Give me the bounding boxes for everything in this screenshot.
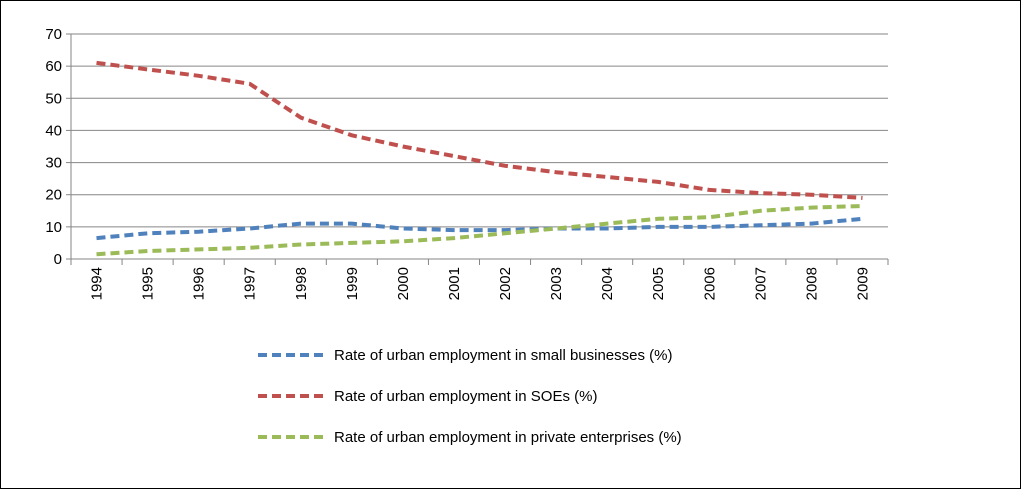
x-tick-label-2000: 2000 bbox=[395, 267, 412, 300]
gridlines bbox=[71, 33, 888, 228]
legend-label-1: Rate of urban employment in SOEs (%) bbox=[334, 388, 597, 405]
series-line-2 bbox=[96, 204, 863, 257]
y-axis: 0 10 20 30 40 50 60 70 bbox=[45, 26, 72, 268]
x-tick-label-2008: 2008 bbox=[803, 267, 820, 300]
x-tick-label-2004: 2004 bbox=[599, 267, 616, 300]
x-tick-label-2005: 2005 bbox=[650, 267, 667, 300]
series-line-1 bbox=[96, 60, 863, 200]
legend-label-0: Rate of urban employment in small busine… bbox=[334, 347, 672, 364]
series-line-0 bbox=[96, 216, 863, 241]
y-tick-label-20: 20 bbox=[45, 187, 62, 204]
y-tick-label-40: 40 bbox=[45, 122, 62, 139]
y-tick-label-70: 70 bbox=[45, 26, 62, 43]
y-tick-label-60: 60 bbox=[45, 58, 62, 75]
x-tick-label-2007: 2007 bbox=[752, 267, 769, 300]
x-tick-label-1999: 1999 bbox=[344, 267, 361, 300]
x-tick-label-2009: 2009 bbox=[854, 267, 871, 300]
x-tick-label-2003: 2003 bbox=[548, 267, 565, 300]
x-tick-label-2001: 2001 bbox=[446, 267, 463, 300]
y-tick-label-30: 30 bbox=[45, 155, 62, 172]
series-lines bbox=[96, 60, 863, 257]
x-tick-label-1995: 1995 bbox=[140, 267, 157, 300]
x-tick-label-1994: 1994 bbox=[89, 267, 106, 300]
x-tick-label-1997: 1997 bbox=[242, 267, 259, 300]
x-axis: 1994 1995 1996 1997 1998 1999 2000 2001 2002 2003… bbox=[70, 258, 889, 300]
x-tick-label-1998: 1998 bbox=[293, 267, 310, 300]
y-tick-label-50: 50 bbox=[45, 90, 62, 107]
x-tick-label-1996: 1996 bbox=[191, 267, 208, 300]
legend: Rate of urban employment in small busine… bbox=[258, 347, 682, 446]
x-tick-label-2002: 2002 bbox=[497, 267, 514, 300]
y-tick-label-10: 10 bbox=[45, 219, 62, 236]
legend-label-2: Rate of urban employment in private ente… bbox=[334, 429, 682, 446]
x-tick-label-2006: 2006 bbox=[701, 267, 718, 300]
y-tick-label-0: 0 bbox=[54, 251, 62, 268]
